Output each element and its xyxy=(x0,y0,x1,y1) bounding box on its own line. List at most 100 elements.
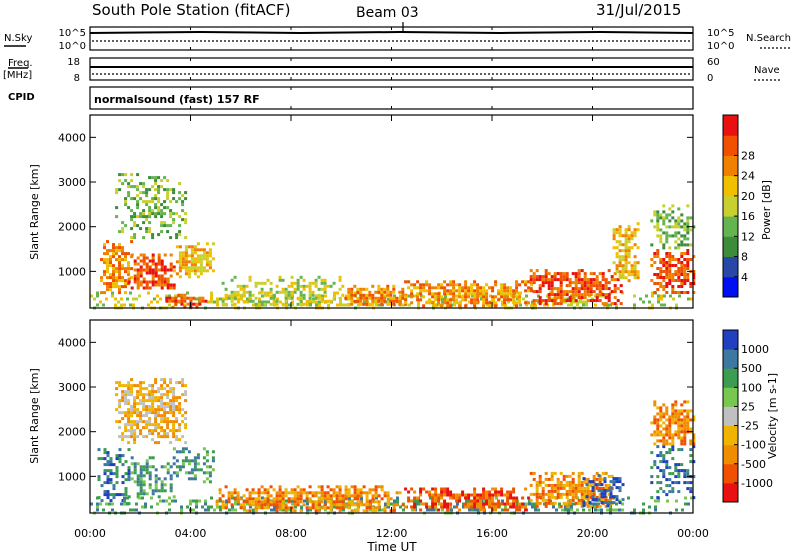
echo-cell xyxy=(600,495,604,499)
echo-cell xyxy=(329,488,333,492)
echo-cell xyxy=(615,495,619,499)
echo-cell xyxy=(192,302,196,306)
echo-cell xyxy=(210,505,213,509)
echo-cell xyxy=(494,505,498,509)
echo-cell xyxy=(124,435,128,439)
echo-cell xyxy=(568,489,572,493)
echo-cell xyxy=(577,293,581,297)
echo-cell xyxy=(556,480,560,484)
colorbar-segment xyxy=(723,195,738,217)
echo-cell xyxy=(580,296,584,300)
echo-cell xyxy=(145,215,149,219)
echo-cell xyxy=(671,403,675,407)
echo-cell xyxy=(595,504,599,508)
echo-cell xyxy=(516,291,519,295)
echo-cell xyxy=(130,462,134,466)
echo-cell xyxy=(665,282,669,285)
echo-cell xyxy=(408,303,411,307)
colorbar-segment xyxy=(723,256,738,278)
echo-cell xyxy=(683,430,687,434)
echo-cell xyxy=(485,289,489,293)
echo-cell xyxy=(559,495,563,499)
echo-cell xyxy=(121,417,125,421)
echo-cell xyxy=(613,272,617,276)
echo-cell xyxy=(659,430,663,434)
echo-cell xyxy=(189,296,193,300)
echo-cell xyxy=(205,242,209,246)
echo-cell xyxy=(275,302,279,306)
echo-cell xyxy=(468,300,471,304)
echo-cell xyxy=(624,249,628,253)
echo-cell xyxy=(148,230,152,234)
echo-cell xyxy=(624,264,628,268)
echo-cell xyxy=(139,182,143,186)
velocity-colorbar-label: Velocity [m s-1] xyxy=(766,373,779,459)
echo-cell xyxy=(284,287,288,291)
echo-cell xyxy=(210,300,213,304)
echo-cell xyxy=(392,287,396,291)
echo-cell xyxy=(374,494,378,498)
echo-cell xyxy=(686,216,690,220)
echo-cell xyxy=(148,417,152,421)
echo-cell xyxy=(383,509,387,513)
echo-cell xyxy=(254,491,258,495)
colorbar-tick-label: -25 xyxy=(741,420,759,433)
echo-cell xyxy=(553,299,557,303)
echo-cell xyxy=(121,396,125,400)
echo-cell xyxy=(139,429,143,433)
echo-cell xyxy=(302,284,306,288)
echo-cell xyxy=(576,508,579,512)
echo-cell xyxy=(452,493,456,497)
echo-cell xyxy=(184,390,188,394)
echo-cell xyxy=(344,503,348,507)
echo-cell xyxy=(580,269,584,273)
echo-cell xyxy=(96,496,99,500)
echo-cell xyxy=(613,278,617,282)
echo-cell xyxy=(100,279,103,283)
echo-cell xyxy=(437,298,441,302)
echo-cell xyxy=(653,252,657,255)
echo-cell xyxy=(529,269,533,273)
echo-cell xyxy=(674,433,678,437)
echo-cell xyxy=(278,500,282,504)
echo-cell xyxy=(163,280,167,284)
colorbar-segment xyxy=(723,444,738,465)
echo-cell xyxy=(686,252,690,255)
echo-cell xyxy=(410,487,414,491)
echo-cell xyxy=(251,293,255,297)
echo-cell xyxy=(396,496,399,500)
echo-cell xyxy=(348,496,351,500)
echo-cell xyxy=(163,188,167,192)
echo-cell xyxy=(109,255,112,259)
echo-cell xyxy=(236,494,240,498)
echo-cell xyxy=(680,219,684,223)
echo-cell xyxy=(195,502,198,506)
echo-cell xyxy=(586,492,590,496)
echo-cell xyxy=(431,493,435,497)
echo-cell xyxy=(501,303,504,307)
echo-cell xyxy=(568,501,572,505)
echo-cell xyxy=(183,296,187,300)
echo-cell xyxy=(118,402,122,406)
echo-cell xyxy=(323,494,327,498)
echo-cell xyxy=(160,209,164,213)
echo-cell xyxy=(413,286,417,290)
echo-cell xyxy=(350,485,354,489)
echo-cell xyxy=(216,505,219,509)
echo-cell xyxy=(618,477,622,481)
x-tick-label: 00:00 xyxy=(677,527,709,540)
echo-cell xyxy=(335,485,339,489)
echo-cell xyxy=(139,381,143,385)
echo-cell xyxy=(356,494,360,498)
echo-cell xyxy=(166,197,170,201)
echo-cell xyxy=(121,411,125,415)
echo-cell xyxy=(437,508,441,512)
echo-cell xyxy=(311,506,315,510)
echo-cell xyxy=(683,264,687,267)
echo-cell xyxy=(407,496,411,500)
echo-cell xyxy=(139,268,143,272)
colorbar-tick-label: 100 xyxy=(741,381,762,394)
echo-cell xyxy=(178,251,182,255)
power-colorbar-label: Power [dB] xyxy=(760,180,773,240)
echo-cell xyxy=(151,197,155,201)
